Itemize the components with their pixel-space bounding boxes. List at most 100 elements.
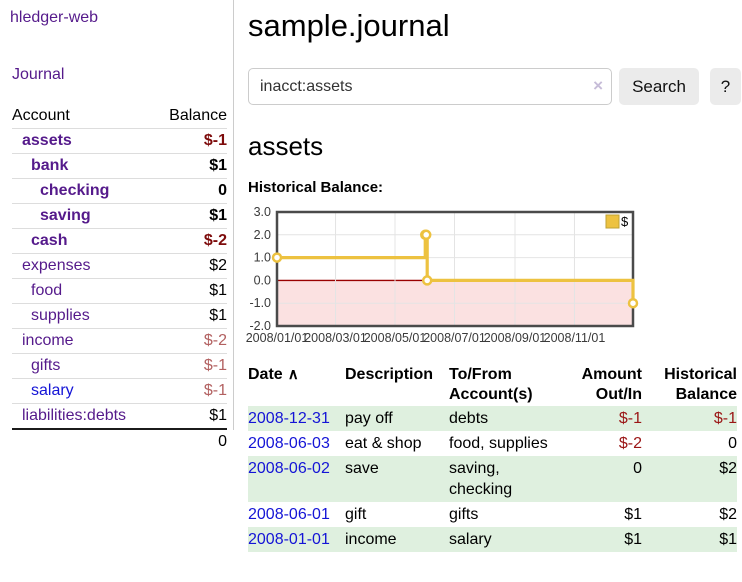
transaction-date: 2008-06-01	[248, 502, 345, 527]
accounts-table: Account Balance assets $-1 bank $1 checking 0…	[12, 104, 227, 454]
transaction-row: 2008-12-31 pay off debts $-1 $-1	[248, 406, 737, 431]
account-link[interactable]: saving	[40, 207, 91, 224]
account-row: assets $-1	[12, 128, 227, 154]
account-balance: 0	[154, 178, 227, 204]
accounts-total-value: 0	[154, 428, 227, 454]
main-content: sample.journal × Search ? assets Histori…	[246, 0, 742, 552]
svg-text:2008/11/01: 2008/11/01	[544, 331, 606, 345]
account-link[interactable]: salary	[31, 382, 74, 399]
account-link[interactable]: supplies	[31, 307, 90, 324]
search-button[interactable]: Search	[619, 68, 699, 105]
chart-title: Historical Balance:	[248, 179, 384, 196]
transaction-balance: $2	[719, 460, 737, 477]
account-balance: $1	[154, 278, 227, 304]
account-link[interactable]: income	[22, 332, 74, 349]
account-link[interactable]: liabilities:debts	[22, 407, 127, 424]
transaction-amount: $1	[624, 531, 642, 548]
account-row: checking 0	[12, 178, 227, 204]
transaction-row: 2008-01-01 income salary $1 $1	[248, 527, 737, 552]
transaction-row: 2008-06-01 gift gifts $1 $2	[248, 502, 737, 527]
accounts-header-balance: Balance	[154, 104, 227, 129]
sort-asc-icon: ∧	[287, 366, 299, 383]
account-balance: $1	[154, 403, 227, 430]
account-row: saving $1	[12, 203, 227, 229]
transaction-balance: 0	[728, 435, 737, 452]
register-header-date[interactable]: Date ∧	[248, 366, 299, 383]
transaction-date: 2008-12-31	[248, 406, 345, 431]
transaction-balance: $2	[719, 506, 737, 523]
transaction-accounts: debts	[449, 410, 489, 427]
account-balance: $1	[154, 203, 227, 229]
accounts-table-body: assets $-1 bank $1 checking 0 saving $1 cash $-2 e…	[12, 128, 227, 430]
svg-text:-2.0: -2.0	[249, 319, 271, 333]
account-link[interactable]: assets	[22, 132, 72, 149]
svg-text:3.0: 3.0	[254, 205, 271, 219]
account-row: gifts $-1	[12, 353, 227, 379]
transaction-amount: $1	[624, 506, 642, 523]
account-row: bank $1	[12, 153, 227, 179]
account-balance: $1	[154, 303, 227, 329]
transaction-balance: $-1	[713, 410, 737, 427]
account-row: salary $-1	[12, 378, 227, 404]
account-link[interactable]: food	[31, 282, 63, 299]
brand-link[interactable]: hledger-web	[10, 9, 99, 26]
help-button[interactable]: ?	[710, 68, 741, 105]
account-row: cash $-2	[12, 228, 227, 254]
search-input-wrap: ×	[248, 68, 612, 105]
account-row: liabilities:debts $1	[12, 403, 227, 430]
transaction-date-link[interactable]: 2008-06-02	[248, 460, 330, 477]
account-row: expenses $2	[12, 253, 227, 279]
account-balance: $2	[154, 253, 227, 279]
transaction-row: 2008-06-02 save saving, checking 0 $2	[248, 456, 737, 502]
transaction-accounts: salary	[449, 531, 492, 548]
sidebar: hledger-web Journal Account Balance asse…	[0, 0, 233, 454]
transaction-row: 2008-06-03 eat & shop food, supplies $-2 0	[248, 431, 737, 456]
transaction-description: save	[345, 460, 379, 477]
register-table-body: 2008-12-31 pay off debts $-1 $-1 2008-06-03 ea…	[248, 406, 737, 552]
transaction-date-link[interactable]: 2008-12-31	[248, 410, 330, 427]
transaction-amount: $-1	[618, 410, 642, 427]
svg-text:$: $	[621, 214, 629, 229]
svg-text:2008/03/01: 2008/03/01	[304, 331, 367, 345]
register-header-balance: Historical Balance	[664, 366, 737, 403]
clear-search-icon[interactable]: ×	[593, 76, 603, 95]
account-balance: $-1	[154, 378, 227, 404]
page-title: sample.journal	[248, 8, 450, 43]
account-link[interactable]: bank	[31, 157, 69, 174]
svg-text:2008/05/01: 2008/05/01	[364, 331, 427, 345]
sidebar-divider	[233, 0, 234, 430]
transaction-description: pay off	[345, 410, 393, 427]
transaction-date: 2008-06-03	[248, 431, 345, 456]
account-link[interactable]: gifts	[31, 357, 61, 374]
svg-text:2008/09/01: 2008/09/01	[484, 331, 547, 345]
register-table: Date ∧ Description To/From Account(s) Amo…	[248, 364, 737, 552]
register-header-tofrom: To/From Account(s)	[449, 366, 533, 403]
account-balance: $-1	[154, 353, 227, 379]
account-balance: $1	[154, 153, 227, 179]
transaction-date-link[interactable]: 2008-06-03	[248, 435, 330, 452]
transaction-date-link[interactable]: 2008-06-01	[248, 506, 330, 523]
accounts-header-row: Account Balance	[12, 104, 227, 129]
account-link[interactable]: checking	[40, 182, 110, 199]
register-header-amount: Amount Out/In	[581, 366, 642, 403]
transaction-date: 2008-01-01	[248, 527, 345, 552]
account-balance: $-2	[154, 228, 227, 254]
transaction-amount: $-2	[618, 435, 642, 452]
account-row: income $-2	[12, 328, 227, 354]
svg-text:1.0: 1.0	[254, 251, 271, 265]
transaction-accounts: gifts	[449, 506, 479, 523]
account-row: supplies $1	[12, 303, 227, 329]
transaction-date: 2008-06-02	[248, 456, 345, 502]
historical-balance-chart: -2.0 -1.0 0.0 1.0 2.0 3.0 2008/01/012008/03/01…	[246, 205, 639, 345]
svg-text:2008/07/01: 2008/07/01	[423, 331, 486, 345]
transaction-description: eat & shop	[345, 435, 422, 452]
search-bar: × Search ?	[248, 68, 742, 105]
sidebar-item-journal[interactable]: Journal	[12, 66, 65, 83]
transaction-balance: $1	[719, 531, 737, 548]
transaction-description: income	[345, 531, 397, 548]
accounts-total-spacer	[12, 428, 155, 454]
search-input[interactable]	[248, 68, 612, 105]
account-link[interactable]: cash	[31, 232, 68, 249]
transaction-date-link[interactable]: 2008-01-01	[248, 531, 330, 548]
account-link[interactable]: expenses	[22, 257, 91, 274]
